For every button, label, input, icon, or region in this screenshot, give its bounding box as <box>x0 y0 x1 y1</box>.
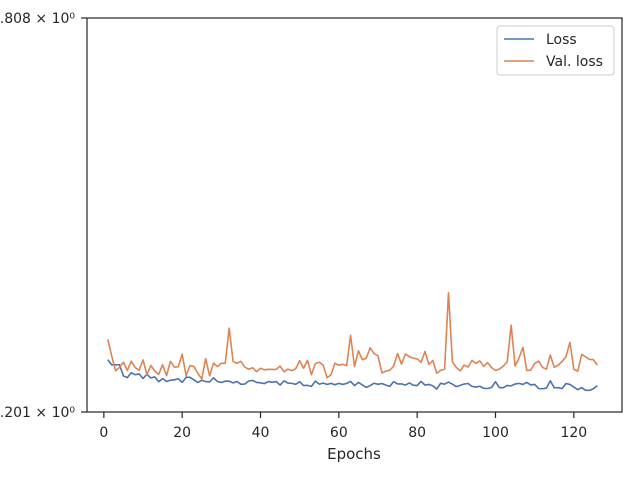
x-tick-label-120: 120 <box>560 425 587 441</box>
series-line-loss <box>107 359 598 392</box>
y-tick-label-top: 7.808 × 10⁰ <box>0 11 75 27</box>
x-tick-label-100: 100 <box>482 425 509 441</box>
x-axis-ticks: 0 20 40 60 80 100 120 <box>99 412 587 441</box>
x-axis-label: Epochs <box>327 445 381 463</box>
series-line-val-loss <box>106 291 598 380</box>
plot-frame <box>86 17 623 413</box>
plot-lines <box>106 291 598 392</box>
x-tick-label-80: 80 <box>408 425 426 441</box>
x-tick-label-20: 20 <box>173 425 191 441</box>
x-tick-label-0: 0 <box>99 425 108 441</box>
legend-label-loss: Loss <box>546 32 577 48</box>
x-tick-label-40: 40 <box>252 425 270 441</box>
legend-label-val-loss: Val. loss <box>546 54 603 70</box>
y-tick-label-bottom: 7.201 × 10⁰ <box>0 405 75 421</box>
legend: Loss Val. loss <box>496 25 615 76</box>
x-tick-label-60: 60 <box>330 425 348 441</box>
